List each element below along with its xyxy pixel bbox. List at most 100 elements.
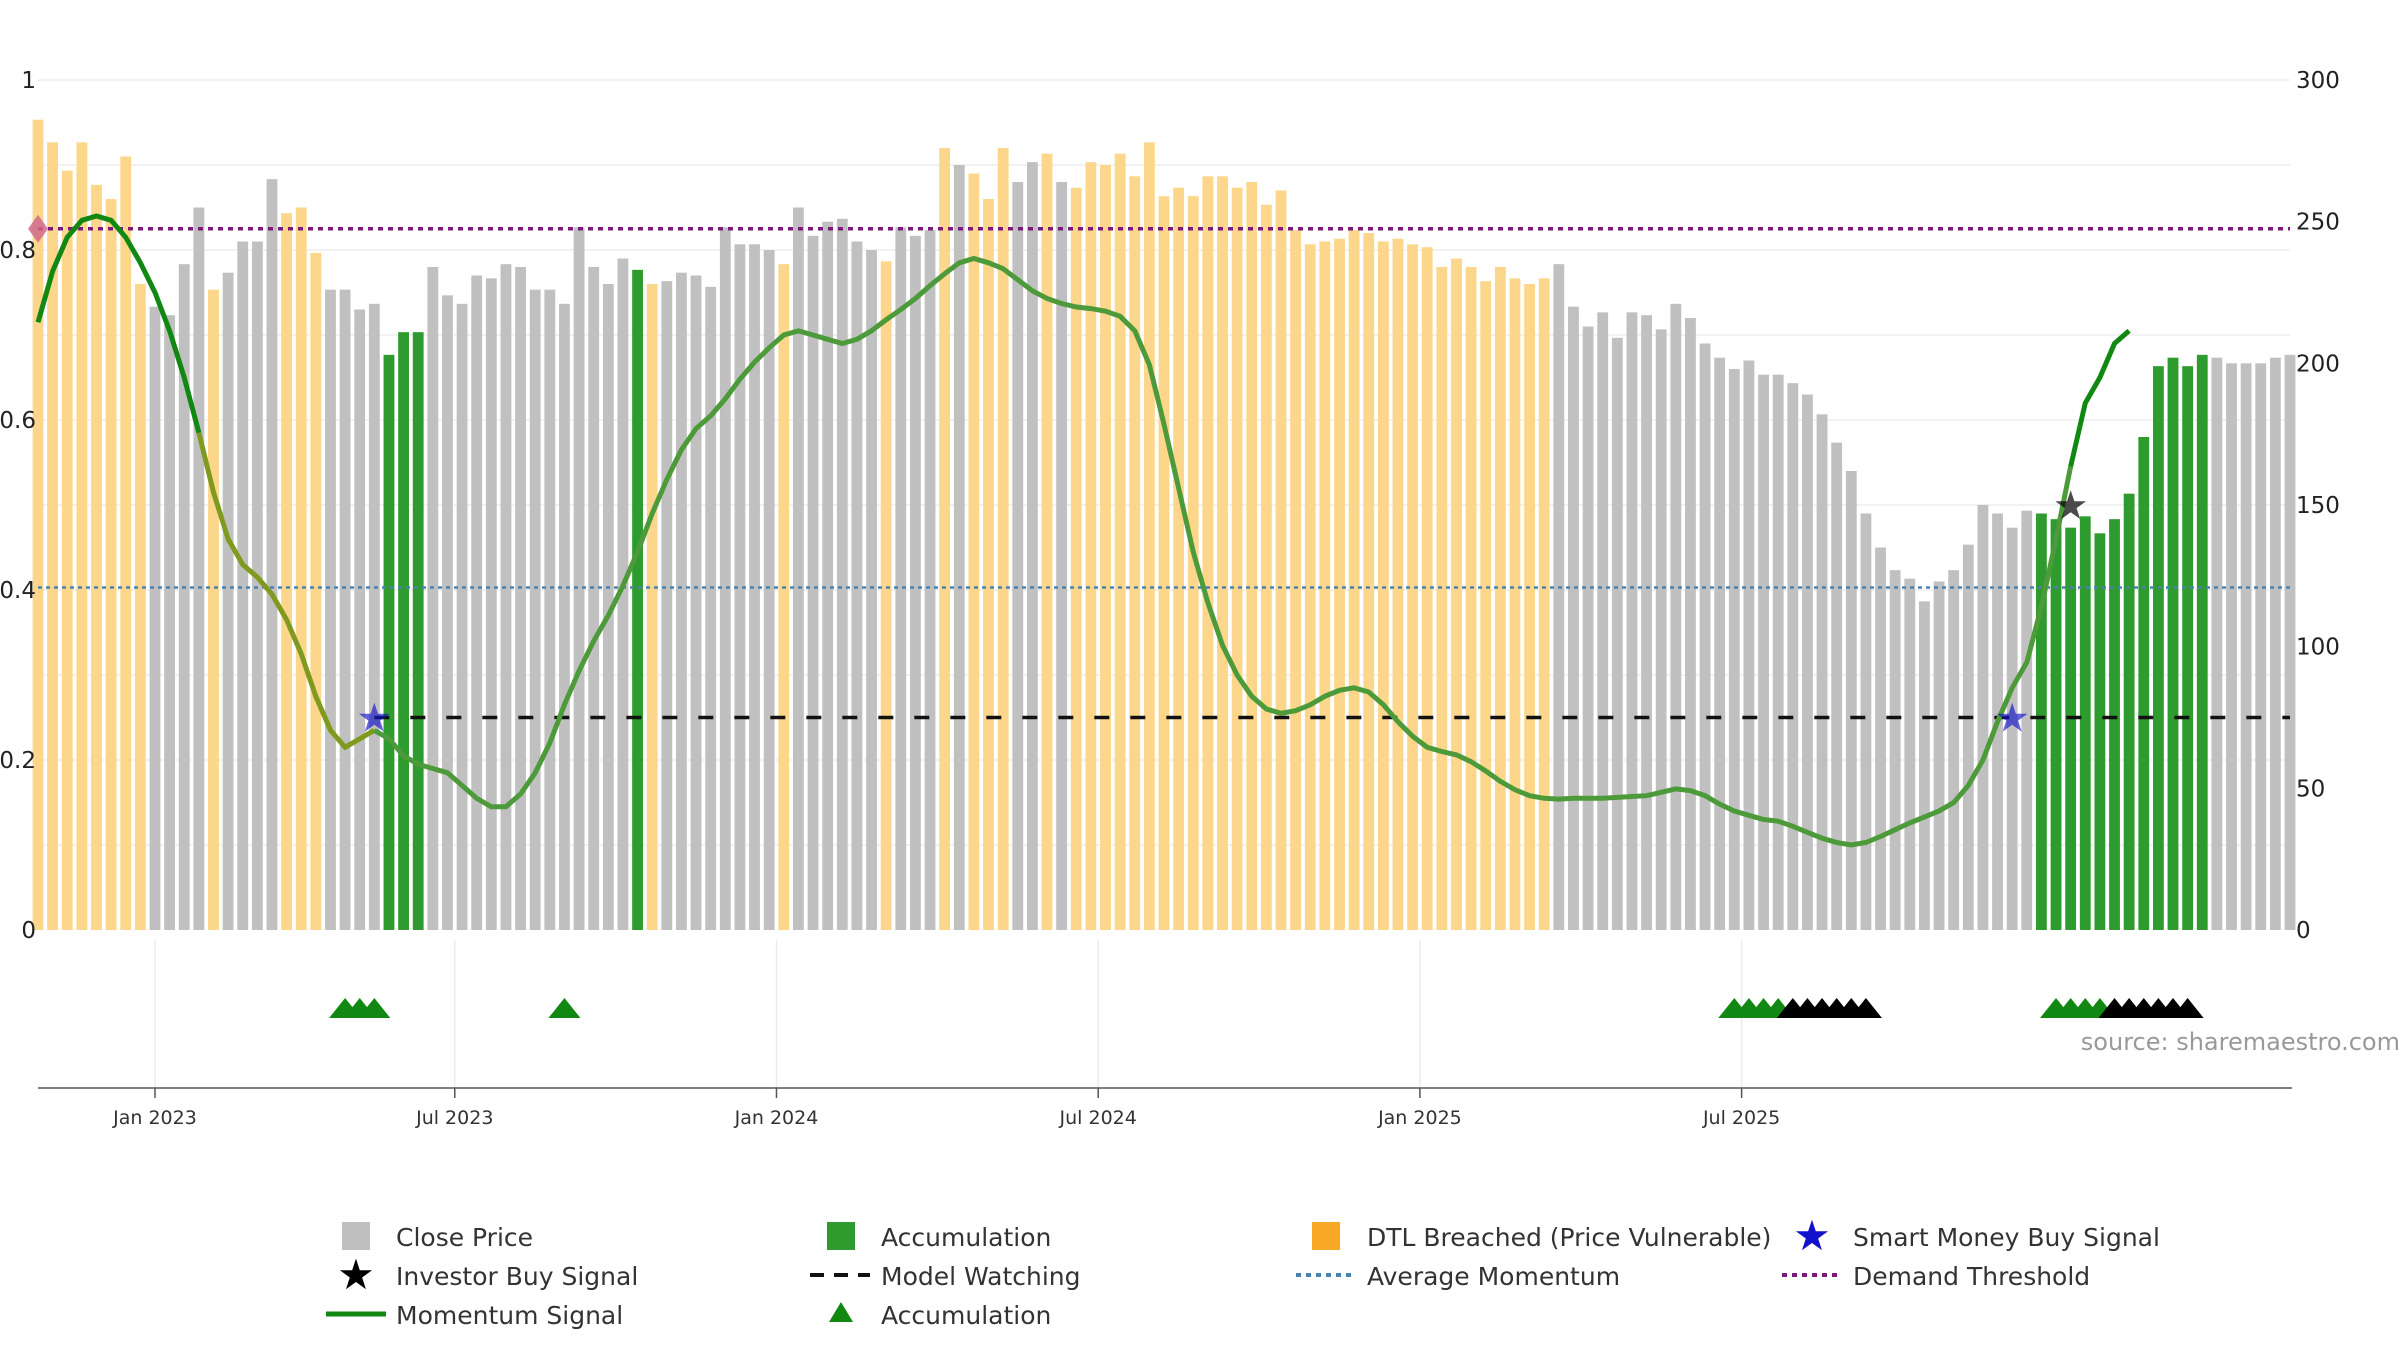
price-bar xyxy=(1509,278,1521,931)
price-bar xyxy=(749,244,760,930)
price-bar xyxy=(1392,238,1404,931)
price-bar xyxy=(1641,315,1652,930)
price-bar xyxy=(573,227,585,930)
price-bar xyxy=(1743,360,1755,930)
price-bar xyxy=(2035,513,2047,930)
legend-close-price-swatch xyxy=(342,1222,370,1250)
price-bar xyxy=(1845,471,1857,930)
price-bar xyxy=(1787,383,1799,930)
momentum-line-faded xyxy=(373,255,2074,848)
price-bar xyxy=(1948,570,1960,930)
right-axis-tick-label: 100 xyxy=(2296,635,2340,661)
price-bar xyxy=(1670,303,1682,931)
price-bar xyxy=(2255,363,2267,931)
left-axis-tick-label: 0.6 xyxy=(0,408,36,434)
price-bar xyxy=(1231,187,1243,931)
price-bar xyxy=(164,315,176,930)
price-bar xyxy=(2196,354,2208,931)
price-bar xyxy=(2123,493,2135,930)
price-bar xyxy=(1728,369,1740,930)
legend-smart-money-star-icon: ★ xyxy=(1793,1211,1831,1260)
price-bar xyxy=(1889,570,1901,930)
price-bar xyxy=(1334,238,1345,931)
price-bar xyxy=(2240,363,2252,931)
price-bar xyxy=(1202,176,1214,930)
accumulation-triangle-icon xyxy=(548,998,581,1018)
price-bar xyxy=(676,272,687,930)
legend-accumulation-label: Accumulation xyxy=(881,1223,1051,1252)
price-bar xyxy=(1655,329,1667,931)
price-bar xyxy=(588,267,600,930)
price-bar xyxy=(1524,284,1535,930)
x-tick-label: Jan 2023 xyxy=(112,1107,197,1129)
price-bar xyxy=(2021,510,2033,930)
price-bar xyxy=(47,142,59,930)
price-bar xyxy=(1904,578,1916,930)
model-watching-triangle-icon xyxy=(1849,998,1882,1018)
price-bar xyxy=(383,354,395,931)
price-bar xyxy=(1582,326,1594,930)
price-bar xyxy=(1363,233,1375,930)
price-bar xyxy=(1187,196,1199,931)
price-bar xyxy=(822,221,834,931)
price-bar xyxy=(1451,258,1462,930)
price-bar xyxy=(2006,527,2018,930)
price-bar xyxy=(1626,312,1638,931)
legend-average-momentum-label: Average Momentum xyxy=(1367,1262,1620,1291)
price-bar xyxy=(807,235,819,930)
price-bar xyxy=(442,295,453,931)
price-bar xyxy=(266,179,278,931)
price-bar xyxy=(1611,337,1623,931)
price-bar xyxy=(2094,533,2106,930)
price-bar xyxy=(2284,354,2296,931)
price-bar xyxy=(661,281,673,930)
price-bar xyxy=(2152,366,2164,930)
legend-dtl-swatch xyxy=(1312,1222,1340,1250)
price-bar xyxy=(178,264,190,930)
price-bars xyxy=(32,119,2296,931)
x-tick-label: Jul 2024 xyxy=(1059,1107,1137,1129)
left-axis-tick-label: 0.2 xyxy=(0,748,36,774)
price-bar xyxy=(836,218,848,930)
legend-accumulation-marker-label: Accumulation xyxy=(881,1301,1051,1330)
legend-investor-label: Investor Buy Signal xyxy=(396,1262,638,1291)
momentum-signal-line xyxy=(35,213,2131,848)
momentum-line-mixed xyxy=(196,432,376,751)
price-bar xyxy=(924,230,936,931)
price-bar xyxy=(1597,312,1609,931)
legend-accumulation-triangle-icon xyxy=(829,1302,853,1322)
legend-close-price-label: Close Price xyxy=(396,1223,533,1252)
right-axis-tick-label: 50 xyxy=(2296,776,2325,802)
legend-dtl-label: DTL Breached (Price Vulnerable) xyxy=(1367,1223,1771,1252)
price-bar xyxy=(602,284,614,930)
price-bar xyxy=(1217,176,1228,930)
price-bar xyxy=(412,332,424,930)
smart-money-star-icon: ★ xyxy=(1994,696,2030,742)
price-bar xyxy=(1480,281,1492,930)
price-bar xyxy=(1699,343,1711,930)
price-bar xyxy=(866,250,877,930)
price-bar xyxy=(1260,204,1272,931)
price-bar xyxy=(208,289,219,930)
price-bar xyxy=(134,284,146,930)
price-bar xyxy=(76,142,88,930)
price-bar xyxy=(149,306,161,930)
price-bar xyxy=(983,199,994,930)
right-axis-tick-label: 0 xyxy=(2296,918,2311,944)
investor-star-icon: ★ xyxy=(2053,483,2089,529)
signal-markers xyxy=(329,998,2204,1018)
price-bar xyxy=(1933,581,1945,930)
source-label: source: sharemaestro.com xyxy=(2081,1028,2400,1056)
price-bar xyxy=(880,261,892,931)
price-bar xyxy=(2109,519,2120,930)
price-bar xyxy=(1377,241,1389,930)
price-bar xyxy=(32,119,44,931)
price-bar xyxy=(2269,357,2281,930)
price-bar xyxy=(1962,544,1974,930)
price-bar xyxy=(1290,230,1302,931)
price-bar xyxy=(632,269,643,931)
price-bar xyxy=(222,272,234,930)
price-bar xyxy=(2079,516,2091,930)
price-bar xyxy=(2065,527,2077,930)
legend-accumulation-swatch xyxy=(827,1222,855,1250)
